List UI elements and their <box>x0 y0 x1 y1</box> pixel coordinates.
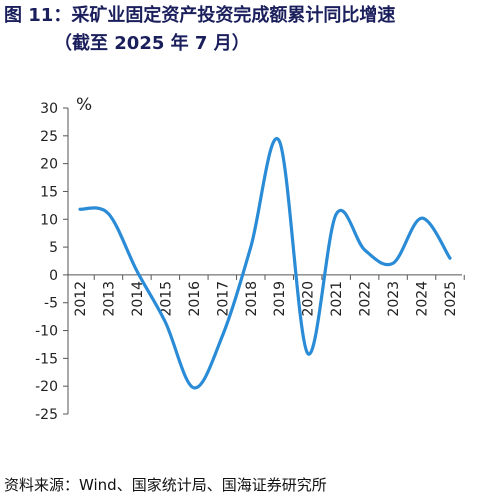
x-tick-label: 2017 <box>215 281 231 317</box>
x-axis: 2012 2013 2014 2015 2016 2017 2018 2019 2020 2021… <box>67 274 465 317</box>
series-group <box>78 136 452 390</box>
x-tick-label: 2013 <box>101 281 117 317</box>
series-line <box>78 136 452 390</box>
y-tick-label: 25 <box>40 129 58 145</box>
x-tick-label: 2012 <box>73 281 89 317</box>
y-tick-label: 0 <box>49 268 58 284</box>
x-tick-label: 2019 <box>272 281 288 317</box>
y-tick-label: -20 <box>35 379 58 395</box>
y-tick-label: 10 <box>40 212 58 228</box>
y-tick-label: -15 <box>35 351 58 367</box>
x-tick-label: 2015 <box>158 281 174 317</box>
x-tick-label: 2016 <box>187 281 203 317</box>
y-axis-unit-label: % <box>76 95 92 115</box>
x-tick-label: 2025 <box>443 281 459 317</box>
y-tick-label: 15 <box>40 184 58 200</box>
source-note: 资料来源：Wind、国家统计局、国海证券研究所 <box>4 476 327 494</box>
x-tick-label: 2020 <box>301 281 317 317</box>
y-tick-label: -25 <box>35 407 58 423</box>
figure-title-line2: （截至 2025 年 7 月） <box>54 33 250 54</box>
x-tick-label: 2023 <box>386 281 402 317</box>
x-tick-label: 2014 <box>130 281 146 317</box>
y-tick-label: -5 <box>44 296 58 312</box>
figure-title-line1: 图 11：采矿业固定资产投资完成额累计同比增速 <box>4 5 396 26</box>
y-axis: 30 25 20 15 10 5 0 -5 -10 -15 -20 -25 <box>35 101 69 423</box>
x-tick-label: 2022 <box>358 281 374 317</box>
y-tick-label: 30 <box>40 101 58 117</box>
x-tick-label: 2018 <box>244 281 260 317</box>
x-tick-label: 2024 <box>415 281 431 317</box>
y-tick-label: 20 <box>40 157 58 173</box>
x-tick-label: 2021 <box>329 281 345 317</box>
y-tick-label: 5 <box>49 240 58 256</box>
y-tick-label: -10 <box>35 324 58 340</box>
figure-title: 图 11：采矿业固定资产投资完成额累计同比增速 （截至 2025 年 7 月） <box>4 2 494 62</box>
